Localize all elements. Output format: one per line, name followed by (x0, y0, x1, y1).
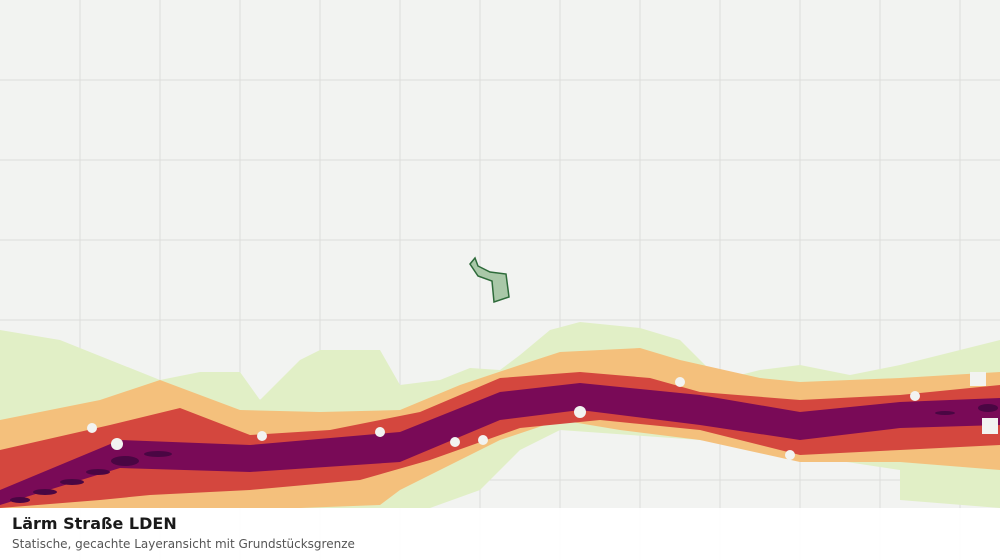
noise-gaps (87, 372, 998, 460)
noise-zone-very-high (0, 383, 1000, 505)
layer-subtitle: Statische, gecachte Layeransicht mit Gru… (12, 537, 355, 551)
noise-zone-extreme (10, 404, 998, 503)
parcel-boundary[interactable] (469, 256, 510, 304)
layer-title: Lärm Straße LDEN (12, 514, 177, 533)
caption: Lärm Straße LDEN Statische, gecachte Lay… (0, 508, 1000, 560)
